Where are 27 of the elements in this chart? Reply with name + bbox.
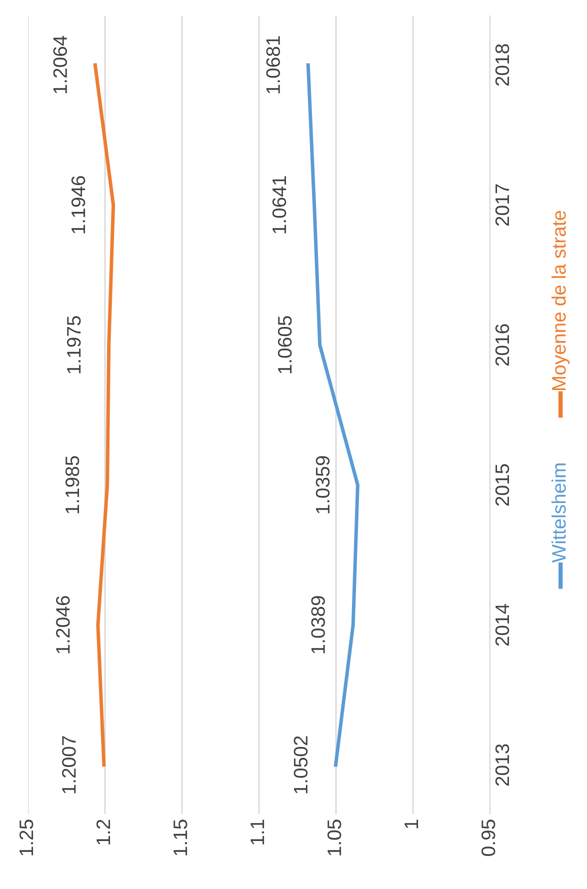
y-tick-label: 2016 [495,324,510,366]
data-label: 1.0389 [311,596,325,654]
data-label: 1.0605 [278,316,292,374]
y-tick-label: 2017 [495,184,510,226]
data-label: 1.0502 [294,736,308,794]
text: Wittelsheim [552,464,566,563]
y-tick-label: 2015 [495,464,510,506]
y-tick-label: 2018 [495,44,510,86]
x-tick-label: 1.05 [327,820,342,856]
x-tick-label: 1 [404,820,418,828]
data-label: 1.1985 [65,456,80,514]
data-label: 1.2007 [62,736,76,794]
data-label: 1.1975 [66,316,81,374]
data-label: 1.0359 [316,456,330,514]
x-tick-label: 1.1 [250,820,264,844]
x-tick-label: 1.25 [19,820,34,856]
data-label: 1.2046 [56,596,70,654]
x-tick-label: 1.15 [174,820,188,856]
text: Moyenne de la strate [552,210,570,390]
data-label: 1.0641 [272,176,286,234]
data-label: 1.2064 [53,36,68,94]
x-tick-label: 0.95 [481,820,496,856]
data-label: 1.1946 [71,176,86,234]
data-label: 1.0681 [266,36,280,94]
y-tick-label: 2014 [495,604,510,646]
x-tick-label: 1.2 [96,820,110,844]
y-tick-label: 2013 [495,744,510,786]
